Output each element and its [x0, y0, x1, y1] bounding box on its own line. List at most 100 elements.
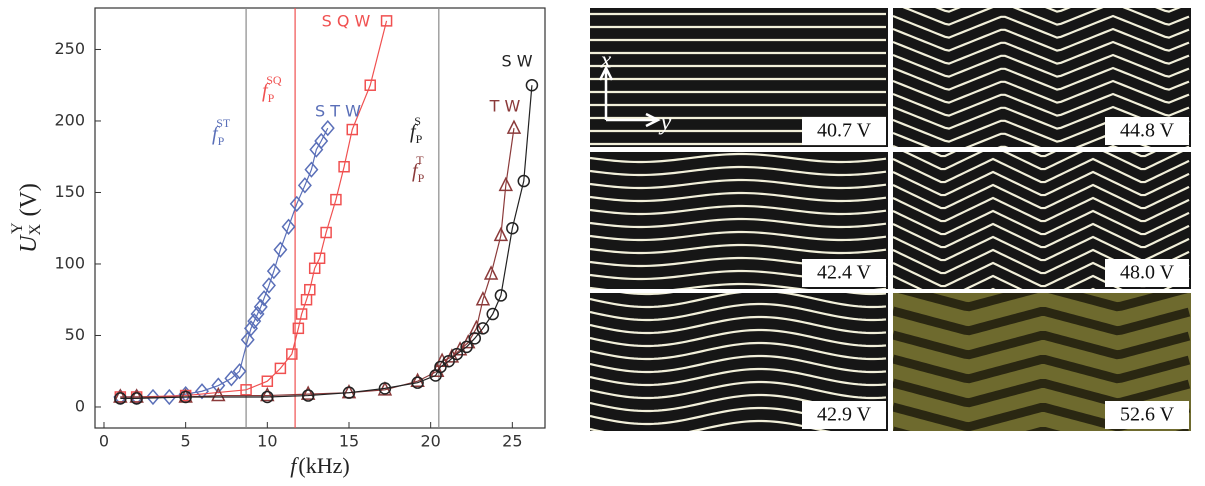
marker [240, 331, 255, 348]
stripe [590, 293, 887, 309]
marker [442, 354, 455, 368]
series-label: S T W [315, 102, 361, 121]
marker [273, 241, 288, 258]
y-tick-label: 100 [54, 253, 85, 272]
series-label: S W [501, 52, 532, 71]
marker [460, 340, 473, 354]
series-line [120, 127, 329, 398]
stripe [898, 293, 1188, 312]
marker [320, 119, 335, 137]
y-tick-label: 200 [54, 110, 85, 129]
stripe [590, 152, 887, 164]
inset-arrows [598, 65, 661, 128]
threshold-label: fPT [412, 153, 425, 185]
stripe [590, 282, 887, 289]
marker [378, 382, 392, 395]
label-box [1105, 401, 1189, 429]
image-panel: 40.7 V [590, 8, 888, 147]
marker [292, 322, 305, 335]
marker [313, 252, 326, 265]
stripe [893, 222, 1190, 249]
marker [261, 375, 274, 387]
stripe [893, 426, 1189, 431]
marker [330, 193, 342, 206]
marker [483, 265, 499, 280]
marker [113, 388, 128, 403]
label-box [802, 401, 886, 429]
sup: ST [216, 116, 231, 130]
stripe [590, 354, 887, 374]
stripe [893, 27, 1190, 52]
image-panel: 42.9 V [590, 293, 888, 431]
y-axis-label: UXY (V) [9, 183, 44, 253]
panel-label: 48.0 V [1120, 262, 1175, 284]
sub: P [418, 171, 425, 185]
x-axis-label: f(kHz) [290, 453, 349, 478]
marker [450, 347, 464, 361]
symbol: f [412, 160, 420, 182]
threshold-label: fP ST [212, 116, 231, 148]
marker [240, 384, 252, 396]
marker [179, 390, 192, 404]
marker [486, 307, 499, 321]
marker [475, 291, 491, 306]
stripe [893, 183, 1190, 210]
stripe [893, 196, 1190, 223]
label-box [802, 117, 886, 145]
axes: 0 5 10 15 20 25050100150200250f(kHz)UXY(V)fPS… [9, 12, 533, 479]
stripe [893, 330, 1191, 360]
series-line [120, 20, 388, 398]
marker [194, 383, 209, 400]
series-label: S Q W [322, 12, 371, 31]
marker [129, 388, 144, 403]
y-tick-label: 50 [65, 325, 85, 344]
marker [224, 370, 239, 387]
marker [130, 392, 143, 405]
sub: P [416, 132, 423, 146]
image-panel: 48.0 V [893, 152, 1191, 289]
y-label-sub: X [27, 224, 44, 236]
stripe [590, 178, 887, 190]
plot-area [113, 8, 539, 428]
marker [434, 360, 447, 374]
y-tick-label: 150 [54, 182, 85, 201]
panel-label: 52.6 V [1120, 404, 1175, 426]
y-label-sup: Y [9, 222, 26, 234]
marker [145, 388, 160, 406]
image-panel: 44.8 V [893, 8, 1191, 147]
stripe [590, 191, 887, 203]
panel-label: 42.9 V [817, 404, 872, 426]
marker [247, 313, 262, 330]
stripe [893, 170, 1190, 197]
sub: P [268, 91, 275, 105]
marker [304, 283, 316, 296]
stripe [590, 217, 887, 229]
stripe [893, 209, 1190, 236]
marker [468, 332, 482, 345]
marker [493, 226, 509, 242]
panel-label: 42.4 V [817, 262, 872, 284]
stripe [893, 14, 1190, 39]
x-tick-label: 25 [502, 432, 522, 451]
marker [266, 262, 281, 280]
x-tick-label: 10 [257, 432, 277, 451]
marker [232, 363, 247, 380]
stripe [893, 40, 1190, 65]
inset-axes: xy [598, 48, 672, 136]
marker [498, 176, 514, 192]
marker [338, 160, 350, 173]
stripe [893, 306, 1191, 336]
marker [342, 386, 356, 399]
panel-label: 44.8 V [1120, 120, 1175, 142]
stripe [902, 152, 1184, 171]
panel-label: 40.7 V [817, 120, 872, 142]
stripe [935, 8, 1181, 13]
stripe [590, 367, 887, 387]
stripe [590, 302, 887, 322]
stripe [590, 380, 887, 400]
marker [211, 386, 226, 402]
sup: SQ [266, 73, 282, 87]
marker [411, 376, 424, 389]
marker [257, 290, 272, 307]
